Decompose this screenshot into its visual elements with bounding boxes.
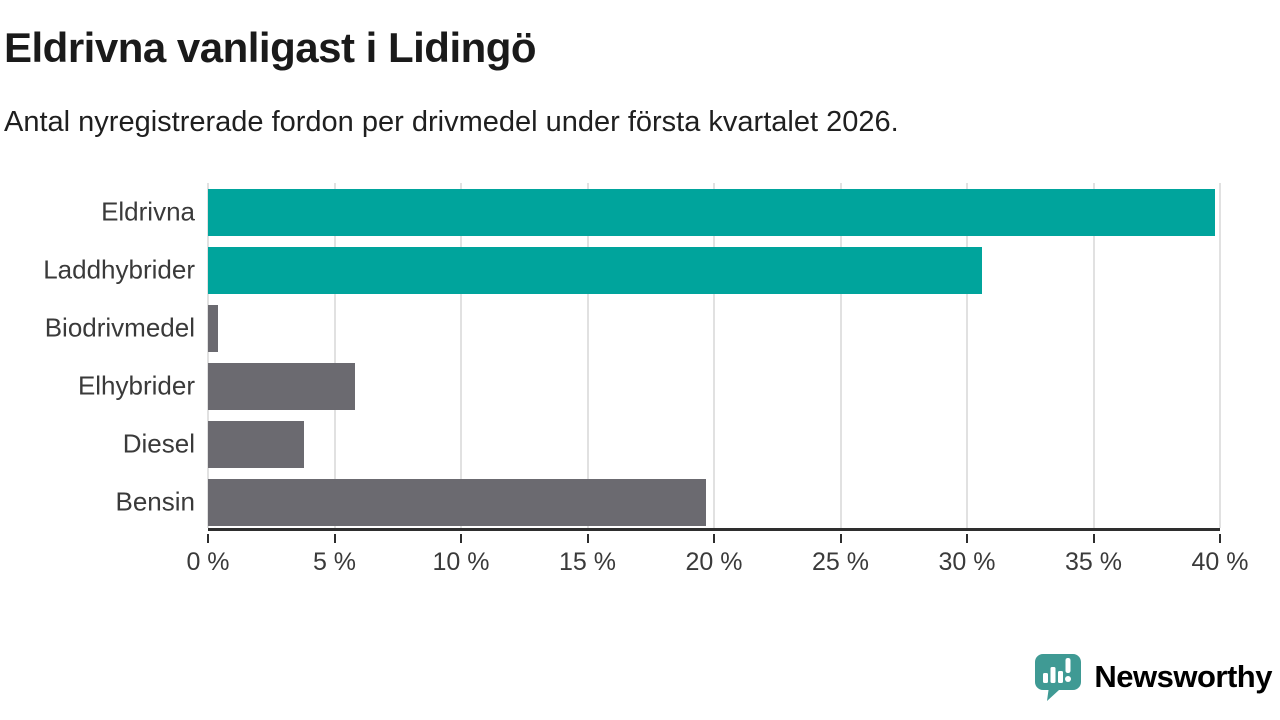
gridline-30 bbox=[966, 183, 968, 528]
axis-tick-25 bbox=[839, 534, 842, 543]
gridline-15 bbox=[586, 183, 589, 528]
bar-biodrivmedel bbox=[208, 304, 219, 352]
axis-tick-35 bbox=[1092, 534, 1095, 543]
chart-row-biodrivmedel: Biodrivmedel bbox=[45, 299, 1220, 357]
axis-tick-label-15: 15 % bbox=[559, 548, 616, 576]
gridline-25 bbox=[839, 183, 842, 528]
bar-rows: Eldrivna Laddhybrider Biodrivmedel Elhybrid… bbox=[43, 183, 1220, 531]
axis-tick-label-10: 10 % bbox=[432, 548, 490, 576]
chart-row-bensin: Bensin bbox=[116, 473, 1220, 531]
axis-tick-label-5: 5 % bbox=[312, 548, 357, 576]
brand-name: Newsworthy bbox=[1094, 659, 1272, 694]
gridline-5 bbox=[333, 183, 336, 528]
chart-row-eldrivna: Eldrivna bbox=[101, 183, 1220, 241]
x-axis: 0 % 5 % 10 % 15 % 20 % 25 % 30 % 35 % 40 % bbox=[186, 534, 1248, 594]
gridline-10 bbox=[460, 183, 462, 528]
axis-tick-0 bbox=[207, 534, 209, 543]
mini-bar-chart-glyph bbox=[1043, 667, 1064, 683]
chart-title: Eldrivna vanligast i Lidingö bbox=[4, 24, 537, 71]
newsworthy-logo-icon bbox=[1035, 654, 1082, 701]
bar-elhybrider bbox=[208, 362, 355, 410]
category-label-bensin: Bensin bbox=[115, 486, 196, 517]
axis-tick-15 bbox=[586, 534, 589, 543]
bar-laddhybrider bbox=[208, 246, 983, 294]
category-label-elhybrider: Elhybrider bbox=[77, 370, 195, 401]
chart-row-diesel: Diesel bbox=[123, 415, 1220, 473]
exclamation-mark-glyph bbox=[1065, 658, 1072, 682]
category-label-biodrivmedel: Biodrivmedel bbox=[44, 312, 195, 343]
gridline-20 bbox=[713, 183, 715, 528]
brand-footer: Newsworthy bbox=[1032, 652, 1272, 702]
axis-tick-label-40: 40 % bbox=[1191, 548, 1249, 576]
axis-tick-30 bbox=[966, 534, 968, 543]
chart-row-elhybrider: Elhybrider bbox=[78, 357, 1220, 415]
axis-tick-20 bbox=[713, 534, 715, 543]
category-label-eldrivna: Eldrivna bbox=[101, 196, 195, 227]
axis-tick-40 bbox=[1219, 534, 1221, 543]
gridline-40 bbox=[1219, 183, 1221, 528]
axis-tick-label-25: 25 % bbox=[812, 548, 869, 576]
axis-tick-label-0: 0 % bbox=[186, 548, 230, 576]
axis-tick-10 bbox=[460, 534, 462, 543]
category-label-diesel: Diesel bbox=[122, 428, 195, 459]
bar-diesel bbox=[208, 420, 305, 468]
axis-tick-label-30: 30 % bbox=[938, 548, 996, 576]
gridline-0 bbox=[207, 183, 209, 528]
gridline-35 bbox=[1092, 183, 1095, 528]
chart-subtitle: Antal nyregistrerade fordon per drivmede… bbox=[4, 106, 899, 138]
plot-area: Eldrivna Laddhybrider Biodrivmedel Elhybrid… bbox=[43, 183, 1221, 531]
category-label-laddhybrider: Laddhybrider bbox=[43, 254, 195, 285]
chart-row-laddhybrider: Laddhybrider bbox=[43, 241, 1220, 299]
bar-eldrivna bbox=[208, 188, 1215, 236]
axis-tick-5 bbox=[333, 534, 336, 543]
axis-tick-label-20: 20 % bbox=[685, 548, 743, 576]
bar-bensin bbox=[208, 478, 707, 526]
axis-tick-label-35: 35 % bbox=[1065, 548, 1122, 576]
